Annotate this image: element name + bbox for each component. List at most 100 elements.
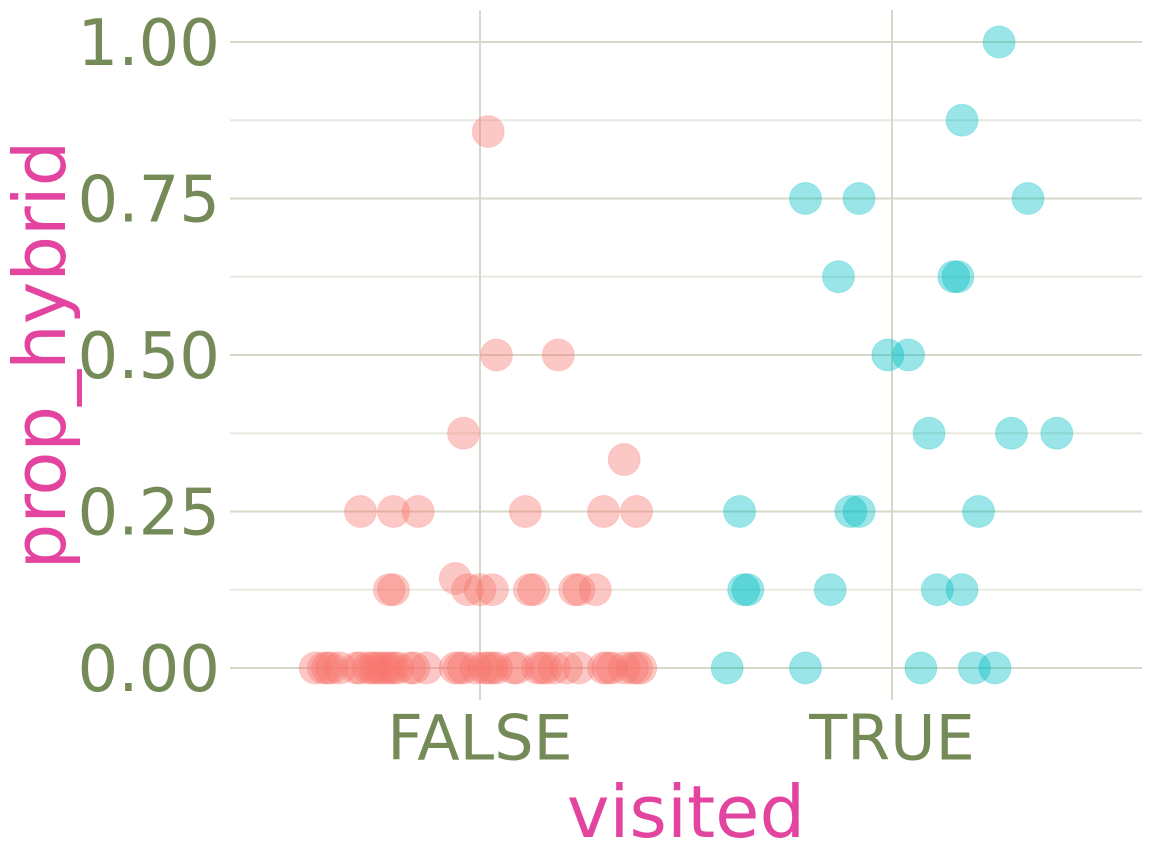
data-point bbox=[475, 573, 509, 607]
data-point bbox=[842, 495, 876, 528]
x-tick-label: TRUE bbox=[808, 702, 975, 775]
data-point bbox=[562, 573, 596, 607]
y-tick-label: 0.25 bbox=[78, 477, 221, 551]
y-tick-label: 0.00 bbox=[78, 633, 221, 707]
data-point bbox=[496, 651, 530, 685]
grid-lines bbox=[230, 10, 1142, 700]
data-point bbox=[723, 495, 757, 528]
data-point bbox=[591, 651, 625, 685]
data-point bbox=[447, 416, 481, 450]
data-point bbox=[525, 651, 559, 685]
data-point bbox=[962, 495, 996, 528]
x-axis-title: visited bbox=[567, 770, 805, 854]
data-point bbox=[607, 443, 641, 477]
data-point bbox=[541, 338, 575, 372]
data-point bbox=[459, 651, 493, 685]
data-point bbox=[381, 651, 415, 685]
data-point bbox=[978, 651, 1012, 685]
data-point bbox=[376, 651, 410, 685]
data-point bbox=[904, 651, 938, 685]
data-point bbox=[945, 103, 979, 137]
data-point bbox=[615, 651, 649, 685]
data-point bbox=[471, 115, 505, 149]
data-point bbox=[727, 573, 761, 607]
data-point bbox=[937, 260, 971, 294]
data-point bbox=[442, 651, 476, 685]
data-point bbox=[479, 338, 513, 372]
data-point bbox=[891, 338, 925, 372]
data-point bbox=[842, 182, 876, 215]
data-point bbox=[813, 573, 847, 607]
data-point bbox=[788, 651, 822, 685]
data-point bbox=[311, 651, 345, 685]
data-point bbox=[306, 651, 340, 685]
data-point bbox=[463, 573, 497, 607]
y-axis-title: prop_hybrid bbox=[0, 141, 82, 570]
data-point bbox=[529, 651, 563, 685]
data-point bbox=[982, 25, 1016, 59]
y-tick-label: 0.75 bbox=[78, 164, 221, 238]
data-point bbox=[871, 338, 905, 372]
data-point bbox=[562, 651, 596, 685]
data-point bbox=[994, 416, 1028, 450]
data-point bbox=[578, 573, 612, 607]
y-tick-label: 1.00 bbox=[78, 7, 221, 81]
data-point bbox=[945, 573, 979, 607]
data-point bbox=[475, 651, 509, 685]
data-point bbox=[834, 495, 868, 528]
y-tick-labels: 0.00 0.25 0.50 0.75 1.00 bbox=[78, 7, 221, 707]
data-point bbox=[587, 495, 621, 528]
data-points bbox=[298, 25, 1074, 685]
data-point bbox=[912, 416, 946, 450]
data-point bbox=[1040, 416, 1074, 450]
data-point bbox=[356, 651, 390, 685]
data-point bbox=[624, 651, 658, 685]
data-point bbox=[941, 260, 975, 294]
data-point bbox=[537, 651, 571, 685]
data-point bbox=[339, 651, 373, 685]
x-tick-labels: FALSE TRUE bbox=[387, 702, 974, 775]
data-point bbox=[372, 573, 406, 607]
data-point bbox=[1011, 182, 1045, 215]
data-point bbox=[620, 651, 654, 685]
data-point bbox=[447, 651, 481, 685]
data-point bbox=[731, 573, 765, 607]
data-point bbox=[438, 561, 472, 595]
data-point bbox=[344, 495, 378, 528]
data-point bbox=[517, 573, 551, 607]
data-point bbox=[323, 651, 357, 685]
data-point bbox=[401, 495, 435, 528]
data-point bbox=[512, 573, 546, 607]
data-point bbox=[372, 651, 406, 685]
data-point bbox=[957, 651, 991, 685]
data-point bbox=[397, 651, 431, 685]
data-point bbox=[521, 651, 555, 685]
data-point bbox=[467, 651, 501, 685]
data-point bbox=[710, 651, 744, 685]
data-point bbox=[451, 573, 485, 607]
data-point bbox=[587, 651, 621, 685]
data-point bbox=[315, 651, 349, 685]
data-point bbox=[550, 651, 584, 685]
data-point bbox=[368, 651, 402, 685]
data-point bbox=[558, 573, 592, 607]
data-point bbox=[360, 651, 394, 685]
data-point bbox=[364, 651, 398, 685]
data-point bbox=[393, 651, 427, 685]
data-point bbox=[376, 573, 410, 607]
data-point bbox=[920, 573, 954, 607]
data-point bbox=[352, 651, 386, 685]
data-point bbox=[298, 651, 332, 685]
data-point bbox=[821, 260, 855, 294]
data-point bbox=[479, 651, 513, 685]
data-point bbox=[471, 651, 505, 685]
data-point bbox=[438, 651, 472, 685]
data-point bbox=[788, 182, 822, 215]
data-point bbox=[508, 495, 542, 528]
data-point bbox=[376, 495, 410, 528]
data-point bbox=[607, 651, 641, 685]
data-point bbox=[409, 651, 443, 685]
data-point bbox=[595, 651, 629, 685]
y-tick-label: 0.50 bbox=[78, 320, 221, 394]
